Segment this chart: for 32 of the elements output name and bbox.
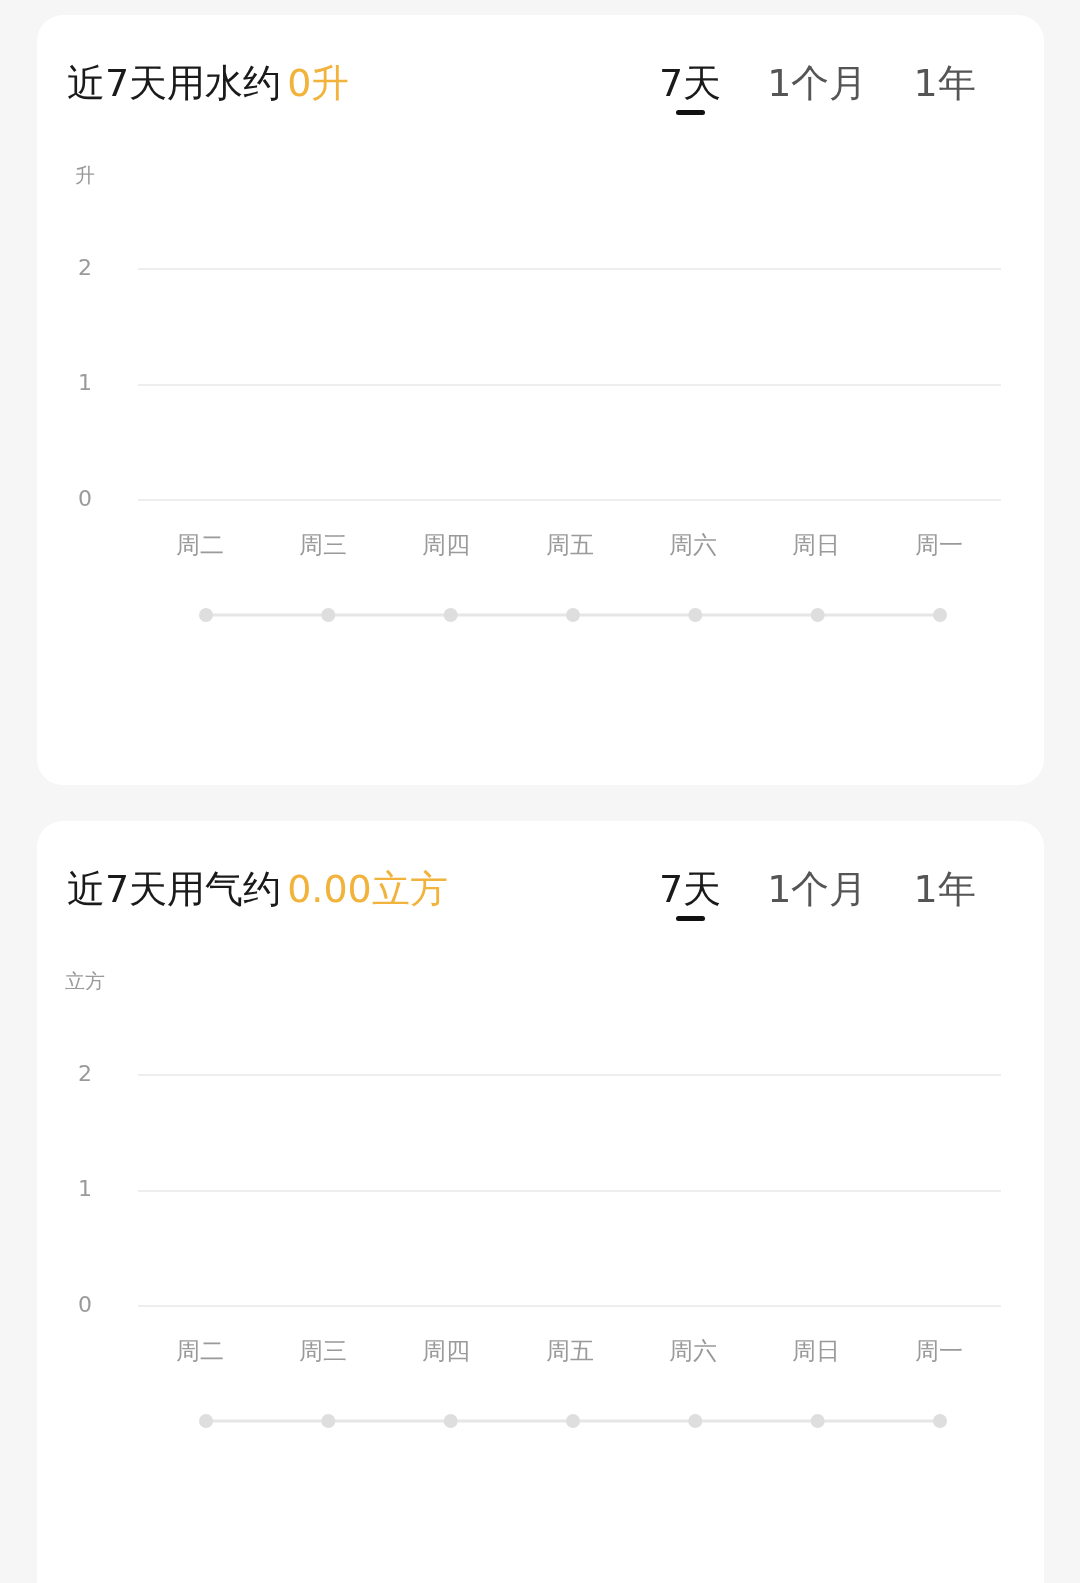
x-tick-label: 周日 xyxy=(792,1336,841,1365)
y-tick-label: 2 xyxy=(78,1060,92,1086)
chart-subtitle: 0升 xyxy=(287,61,350,105)
x-tick-label: 周五 xyxy=(545,530,594,559)
x-tick-label: 周三 xyxy=(298,530,347,559)
y-tick-label: 2 xyxy=(78,254,92,280)
x-tick-label: 周四 xyxy=(422,1336,471,1365)
x-tick-label: 周一 xyxy=(915,530,964,559)
text: 1年 xyxy=(913,867,976,911)
text: 7天 xyxy=(659,61,722,105)
y-tick-label: 0 xyxy=(78,485,92,511)
chart-subtitle: 0.00立方 xyxy=(287,867,448,911)
x-tick-label: 周二 xyxy=(175,1336,224,1365)
text: 1个月 xyxy=(767,61,868,105)
y-axis-title: 立方 xyxy=(65,969,105,994)
y-tick-label: 0 xyxy=(78,1291,92,1317)
x-tick-label: 周日 xyxy=(792,530,841,559)
text: 1年 xyxy=(913,61,976,105)
chart-title: 近7天用水约 xyxy=(67,61,282,105)
x-tick-label: 周一 xyxy=(915,1336,964,1365)
x-tick-label: 周三 xyxy=(298,1336,347,1365)
x-tick-label: 周六 xyxy=(668,530,717,559)
y-tick-label: 1 xyxy=(78,370,92,396)
y-axis-title: 升 xyxy=(75,163,95,188)
chart-title: 近7天用气约 xyxy=(67,867,282,911)
y-tick-label: 1 xyxy=(78,1176,92,1202)
x-tick-label: 周四 xyxy=(422,530,471,559)
x-tick-label: 周二 xyxy=(175,530,224,559)
x-tick-label: 周五 xyxy=(545,1336,594,1365)
text: 7天 xyxy=(659,867,722,911)
x-tick-label: 周六 xyxy=(668,1336,717,1365)
text: 1个月 xyxy=(767,867,868,911)
